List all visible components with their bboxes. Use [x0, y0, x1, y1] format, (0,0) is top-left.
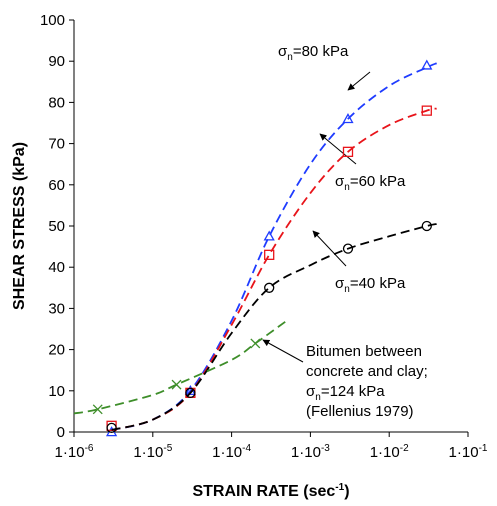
annotation: (Fellenius 1979)	[306, 403, 414, 420]
y-tick-label: 90	[48, 53, 65, 70]
y-tick-label: 70	[48, 136, 65, 153]
marker	[185, 387, 196, 399]
annotation-part: n	[315, 392, 321, 403]
fit-curve	[111, 223, 437, 431]
annotation-part: n	[344, 284, 350, 295]
marker	[92, 404, 103, 415]
x-tick-exp: -3	[321, 443, 330, 454]
annotation: σn=124 kPa	[306, 383, 385, 403]
arrow	[262, 339, 304, 363]
marker	[342, 243, 354, 254]
y-tick-label: 60	[48, 177, 65, 194]
y-tick-label: 20	[48, 342, 65, 359]
annotation-part: =124 kPa	[321, 383, 385, 400]
annotation: concrete and clay;	[306, 363, 428, 380]
arrow	[347, 71, 371, 91]
annotation-part: concrete and clay;	[306, 363, 428, 380]
x-tick-exp: -5	[163, 443, 172, 454]
fit-curve	[111, 107, 437, 431]
x-title-text: STRAIN RATE (sec	[192, 483, 335, 500]
x-tick-base: 1·10	[133, 444, 163, 461]
x-tick-base: 1·10	[291, 444, 321, 461]
x-tick-base: 1·10	[55, 444, 85, 461]
y-axis-title: SHEAR STRESS (kPa)	[11, 142, 28, 310]
marker	[264, 282, 275, 293]
marker	[171, 379, 182, 390]
annotation-part: σ	[278, 43, 288, 60]
x-tick-base: 1·10	[449, 444, 479, 461]
annotation-part: n	[344, 182, 350, 193]
y-tick-label: 0	[57, 424, 65, 441]
y-tick-label: 40	[48, 259, 65, 276]
x-tick-label: 1·10-3	[291, 443, 330, 461]
x-tick-exp: -4	[242, 443, 251, 454]
y-tick-label: 10	[48, 383, 65, 400]
marker	[421, 59, 433, 70]
y-tick-label: 100	[40, 12, 65, 29]
annotation: σn=80 kPa	[278, 43, 349, 63]
marker	[342, 113, 354, 124]
marker	[421, 220, 432, 232]
x-tick-base: 1·10	[370, 444, 400, 461]
x-title-end: )	[344, 483, 349, 500]
arrow	[319, 133, 357, 165]
annotation: σn=40 kPa	[335, 275, 406, 295]
marker	[342, 146, 354, 157]
x-tick-label: 1·10-4	[212, 443, 251, 461]
marker	[263, 230, 275, 241]
arrow	[312, 230, 347, 267]
annotation: Bitumen between	[306, 343, 422, 360]
marker	[264, 249, 275, 260]
x-tick-exp: -6	[85, 443, 94, 454]
x-title-sup: -1	[335, 482, 344, 493]
annotation-part: =40 kPa	[350, 275, 406, 292]
x-tick-label: 1·10-5	[133, 443, 172, 461]
y-tick-label: 80	[48, 94, 65, 111]
x-tick-base: 1·10	[212, 444, 242, 461]
annotation-part: =80 kPa	[293, 43, 349, 60]
y-tick-label: 30	[48, 300, 65, 317]
marker	[106, 422, 117, 434]
marker	[421, 105, 432, 116]
y-tick-label: 50	[48, 218, 65, 235]
annotation-part: σ	[335, 173, 345, 190]
x-tick-label: 1·10-6	[55, 443, 94, 461]
annotation-part: (Fellenius 1979)	[306, 403, 414, 420]
annotation-part: σ	[335, 275, 345, 292]
annotation: σn=60 kPa	[335, 173, 406, 193]
marker	[250, 338, 261, 349]
x-tick-label: 1·10-2	[370, 443, 409, 461]
fit-curve	[73, 320, 288, 415]
x-tick-label: 1·10-1	[449, 443, 488, 461]
annotation-part: n	[287, 52, 293, 63]
x-tick-exp: -1	[479, 443, 488, 454]
annotation-part: =60 kPa	[350, 173, 406, 190]
annotation-part: σ	[306, 383, 316, 400]
x-tick-exp: -2	[400, 443, 409, 454]
x-axis-title: STRAIN RATE (sec-1)	[192, 482, 349, 500]
annotation-part: Bitumen between	[306, 343, 422, 360]
